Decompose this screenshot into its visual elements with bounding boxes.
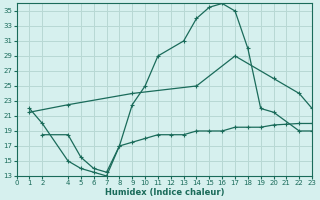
X-axis label: Humidex (Indice chaleur): Humidex (Indice chaleur) <box>105 188 224 197</box>
